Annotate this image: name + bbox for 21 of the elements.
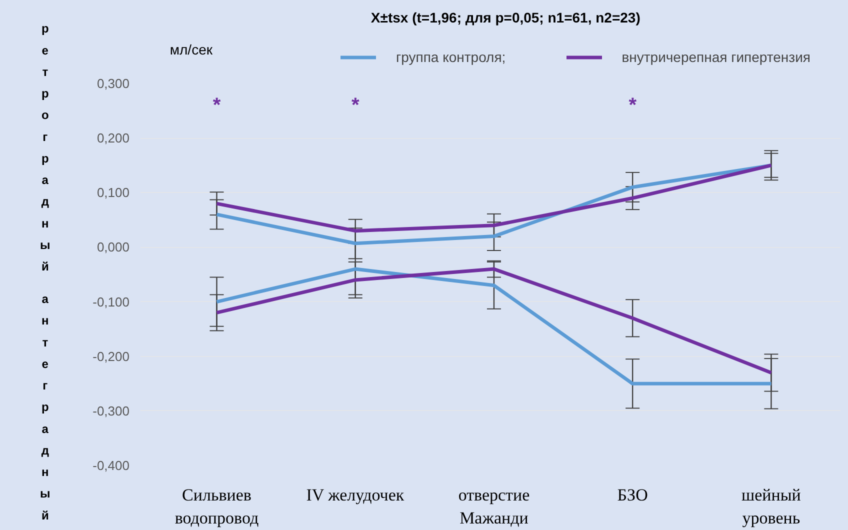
x-tick-label: отверстие Мажанди: [458, 486, 530, 528]
y-tick-label: 0,200: [96, 130, 130, 146]
annotation: *: [351, 94, 360, 116]
x-tick-label: шейный уровень: [742, 486, 801, 528]
x-tick-label: БЗО: [617, 486, 648, 504]
legend-label: внутричерепная гипертензия: [622, 49, 810, 65]
text: мл/сек: [170, 42, 214, 58]
y-tick-label: -0,200: [92, 348, 130, 364]
y-tick-label: -0,300: [92, 403, 130, 418]
annotation: *: [628, 94, 637, 116]
annotation: *: [212, 94, 221, 116]
y-tick-label: 0,000: [96, 240, 130, 255]
x-tick-label: IV желудочек: [306, 486, 405, 504]
x-tick-label: Сильвиев водопровод: [174, 486, 259, 528]
y-tick-label: -0,400: [92, 458, 130, 473]
y-tick-label: 0,300: [96, 76, 130, 91]
y-tick-label: -0,100: [92, 294, 130, 310]
y-tick-label: 0,100: [96, 185, 130, 200]
legend-label: группа контроля;: [396, 49, 506, 65]
chart-title: X±tsx (t=1,96; для p=0,05; n1=61, n2=23): [370, 10, 640, 26]
text: ретроградный антеградный: [40, 22, 50, 522]
